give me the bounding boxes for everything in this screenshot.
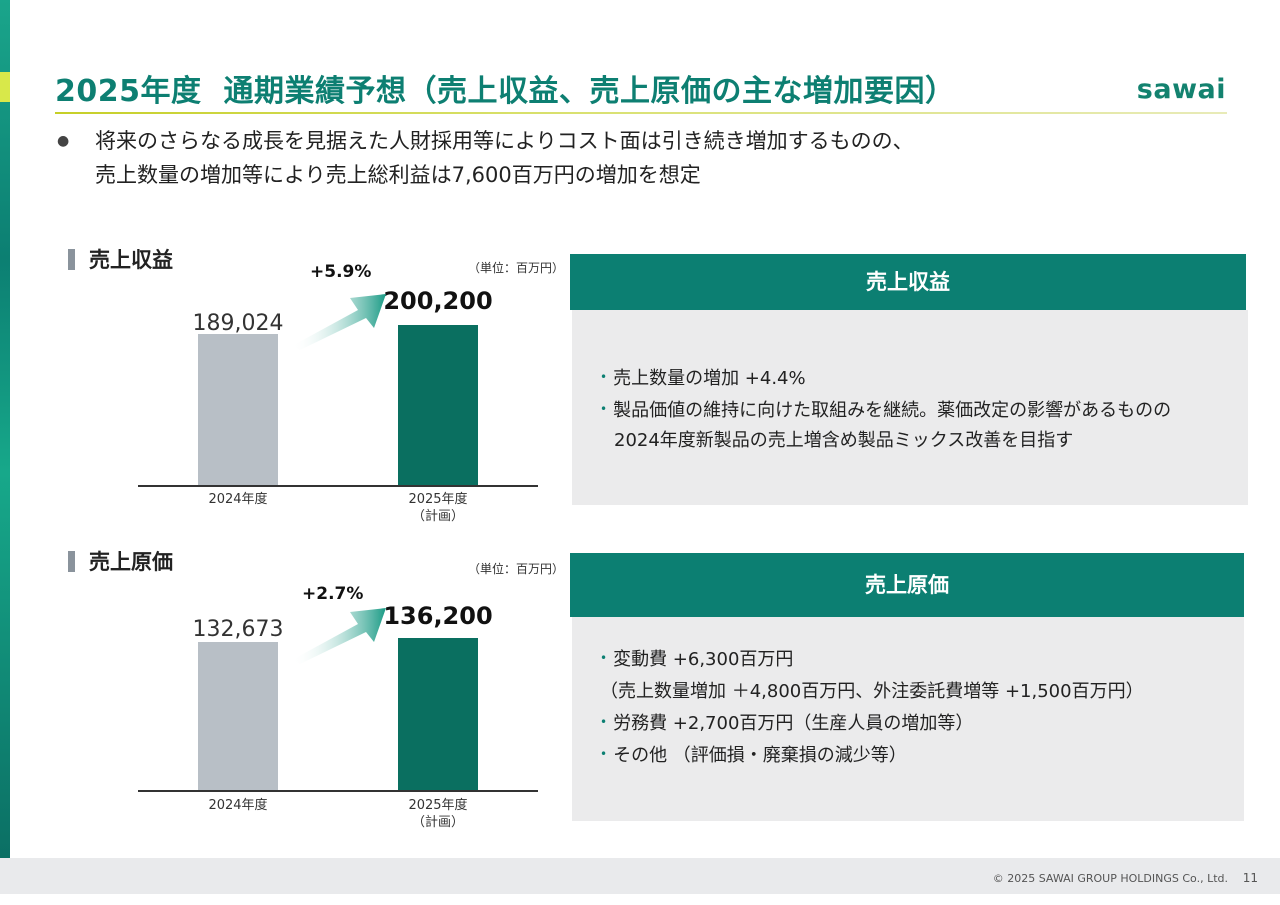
cost-item-3: • その他 （評価損・廃棄損の減少等） xyxy=(600,745,907,766)
intro-line-1: 将来のさらなる成長を見据えた人財採用等によりコスト面は引き続き増加するものの、 xyxy=(95,129,914,153)
revenue-unit: （単位：百万円） xyxy=(468,261,565,275)
revenue-xlabel-2025-line1: 2025年度 xyxy=(408,492,468,507)
sawai-logo: sawai xyxy=(1136,74,1226,105)
revenue-growth: +5.9% xyxy=(310,262,372,282)
cost-bar-2025-plan xyxy=(398,638,478,791)
cost-box-body: • 変動費 +6,300百万円 （売上数量増加 ＋4,800百万円、外注委託費増等… xyxy=(572,617,1244,821)
cost-item-2: • 労務費 +2,700百万円（生産人員の増加等） xyxy=(600,713,974,734)
title-year: 2025年度 xyxy=(55,74,202,109)
revenue-prev-value: 189,024 xyxy=(192,311,284,336)
cost-label-text: 売上原価 xyxy=(89,550,173,574)
revenue-section-label: 売上収益 xyxy=(68,244,173,274)
revenue-baseline xyxy=(138,485,538,487)
cost-xlabel-2024: 2024年度 xyxy=(208,798,268,813)
cost-xlabel-2025: 2025年度 （計画） xyxy=(378,797,498,831)
left-accent-bar xyxy=(0,72,10,102)
title-main: 通期業績予想（売上収益、売上原価の主な増加要因） xyxy=(223,74,956,109)
revenue-growth-arrow-icon xyxy=(292,294,386,350)
bullet-dot: • xyxy=(600,402,608,416)
footer: © 2025 SAWAI GROUP HOLDINGS Co., Ltd. 11 xyxy=(0,858,1280,894)
revenue-plan-value: 200,200 xyxy=(383,287,493,315)
cost-baseline xyxy=(138,790,538,792)
cost-bar-2024 xyxy=(198,642,278,791)
cost-unit: （単位：百万円） xyxy=(468,562,565,576)
bullet-dot: • xyxy=(600,370,608,384)
title-divider xyxy=(55,112,1227,114)
section-marker xyxy=(68,550,75,572)
intro-text: ● 将来のさらなる成長を見据えた人財採用等によりコスト面は引き続き増加するものの… xyxy=(57,124,914,192)
revenue-xlabel-2024: 2024年度 xyxy=(208,492,268,507)
revenue-item-2-cont: 2024年度新製品の売上増含め製品ミックス改善を目指す xyxy=(614,430,1074,451)
left-decor-stripe xyxy=(0,0,10,860)
bullet-dot: • xyxy=(600,651,608,665)
revenue-box-header: 売上収益 xyxy=(570,254,1246,310)
cost-item-1-detail: （売上数量増加 ＋4,800百万円、外注委託費増等 +1,500百万円） xyxy=(600,681,1144,702)
revenue-label-text: 売上収益 xyxy=(89,248,173,272)
cost-growth-arrow-icon xyxy=(292,608,386,664)
intro-line-2: 売上数量の増加等により売上総利益は7,600百万円の増加を想定 xyxy=(95,163,701,187)
revenue-xlabel-2025: 2025年度 （計画） xyxy=(378,491,498,525)
cost-prev-value: 132,673 xyxy=(192,617,284,642)
page-number: 11 xyxy=(1242,871,1258,885)
revenue-bar-2024 xyxy=(198,334,278,486)
cost-xlabel-2025-line1: 2025年度 xyxy=(408,798,468,813)
revenue-box-body: • 売上数量の増加 +4.4% • 製品価値の維持に向けた取組みを継続。薬価改定の影… xyxy=(572,310,1248,505)
cost-xlabel-2025-line2: （計画） xyxy=(411,815,464,830)
cost-item-1: • 変動費 +6,300百万円 xyxy=(600,649,794,670)
cost-section-label: 売上原価 xyxy=(68,546,173,576)
page-title: 2025年度 通期業績予想（売上収益、売上原価の主な増加要因） xyxy=(55,66,956,110)
revenue-item-1: • 売上数量の増加 +4.4% xyxy=(600,368,806,389)
revenue-bar-2025-plan xyxy=(398,325,478,486)
cost-growth: +2.7% xyxy=(302,584,364,604)
bullet-dot: • xyxy=(600,747,608,761)
cost-box-header: 売上原価 xyxy=(570,553,1244,617)
section-marker xyxy=(68,248,75,270)
footer-copyright: © 2025 SAWAI GROUP HOLDINGS Co., Ltd. xyxy=(992,872,1228,885)
bullet-dot: • xyxy=(600,715,608,729)
revenue-xlabel-2025-line2: （計画） xyxy=(411,509,464,524)
revenue-item-2: • 製品価値の維持に向けた取組みを継続。薬価改定の影響があるものの xyxy=(600,400,1172,421)
cost-plan-value: 136,200 xyxy=(383,602,493,630)
intro-bullet: ● xyxy=(57,133,70,149)
